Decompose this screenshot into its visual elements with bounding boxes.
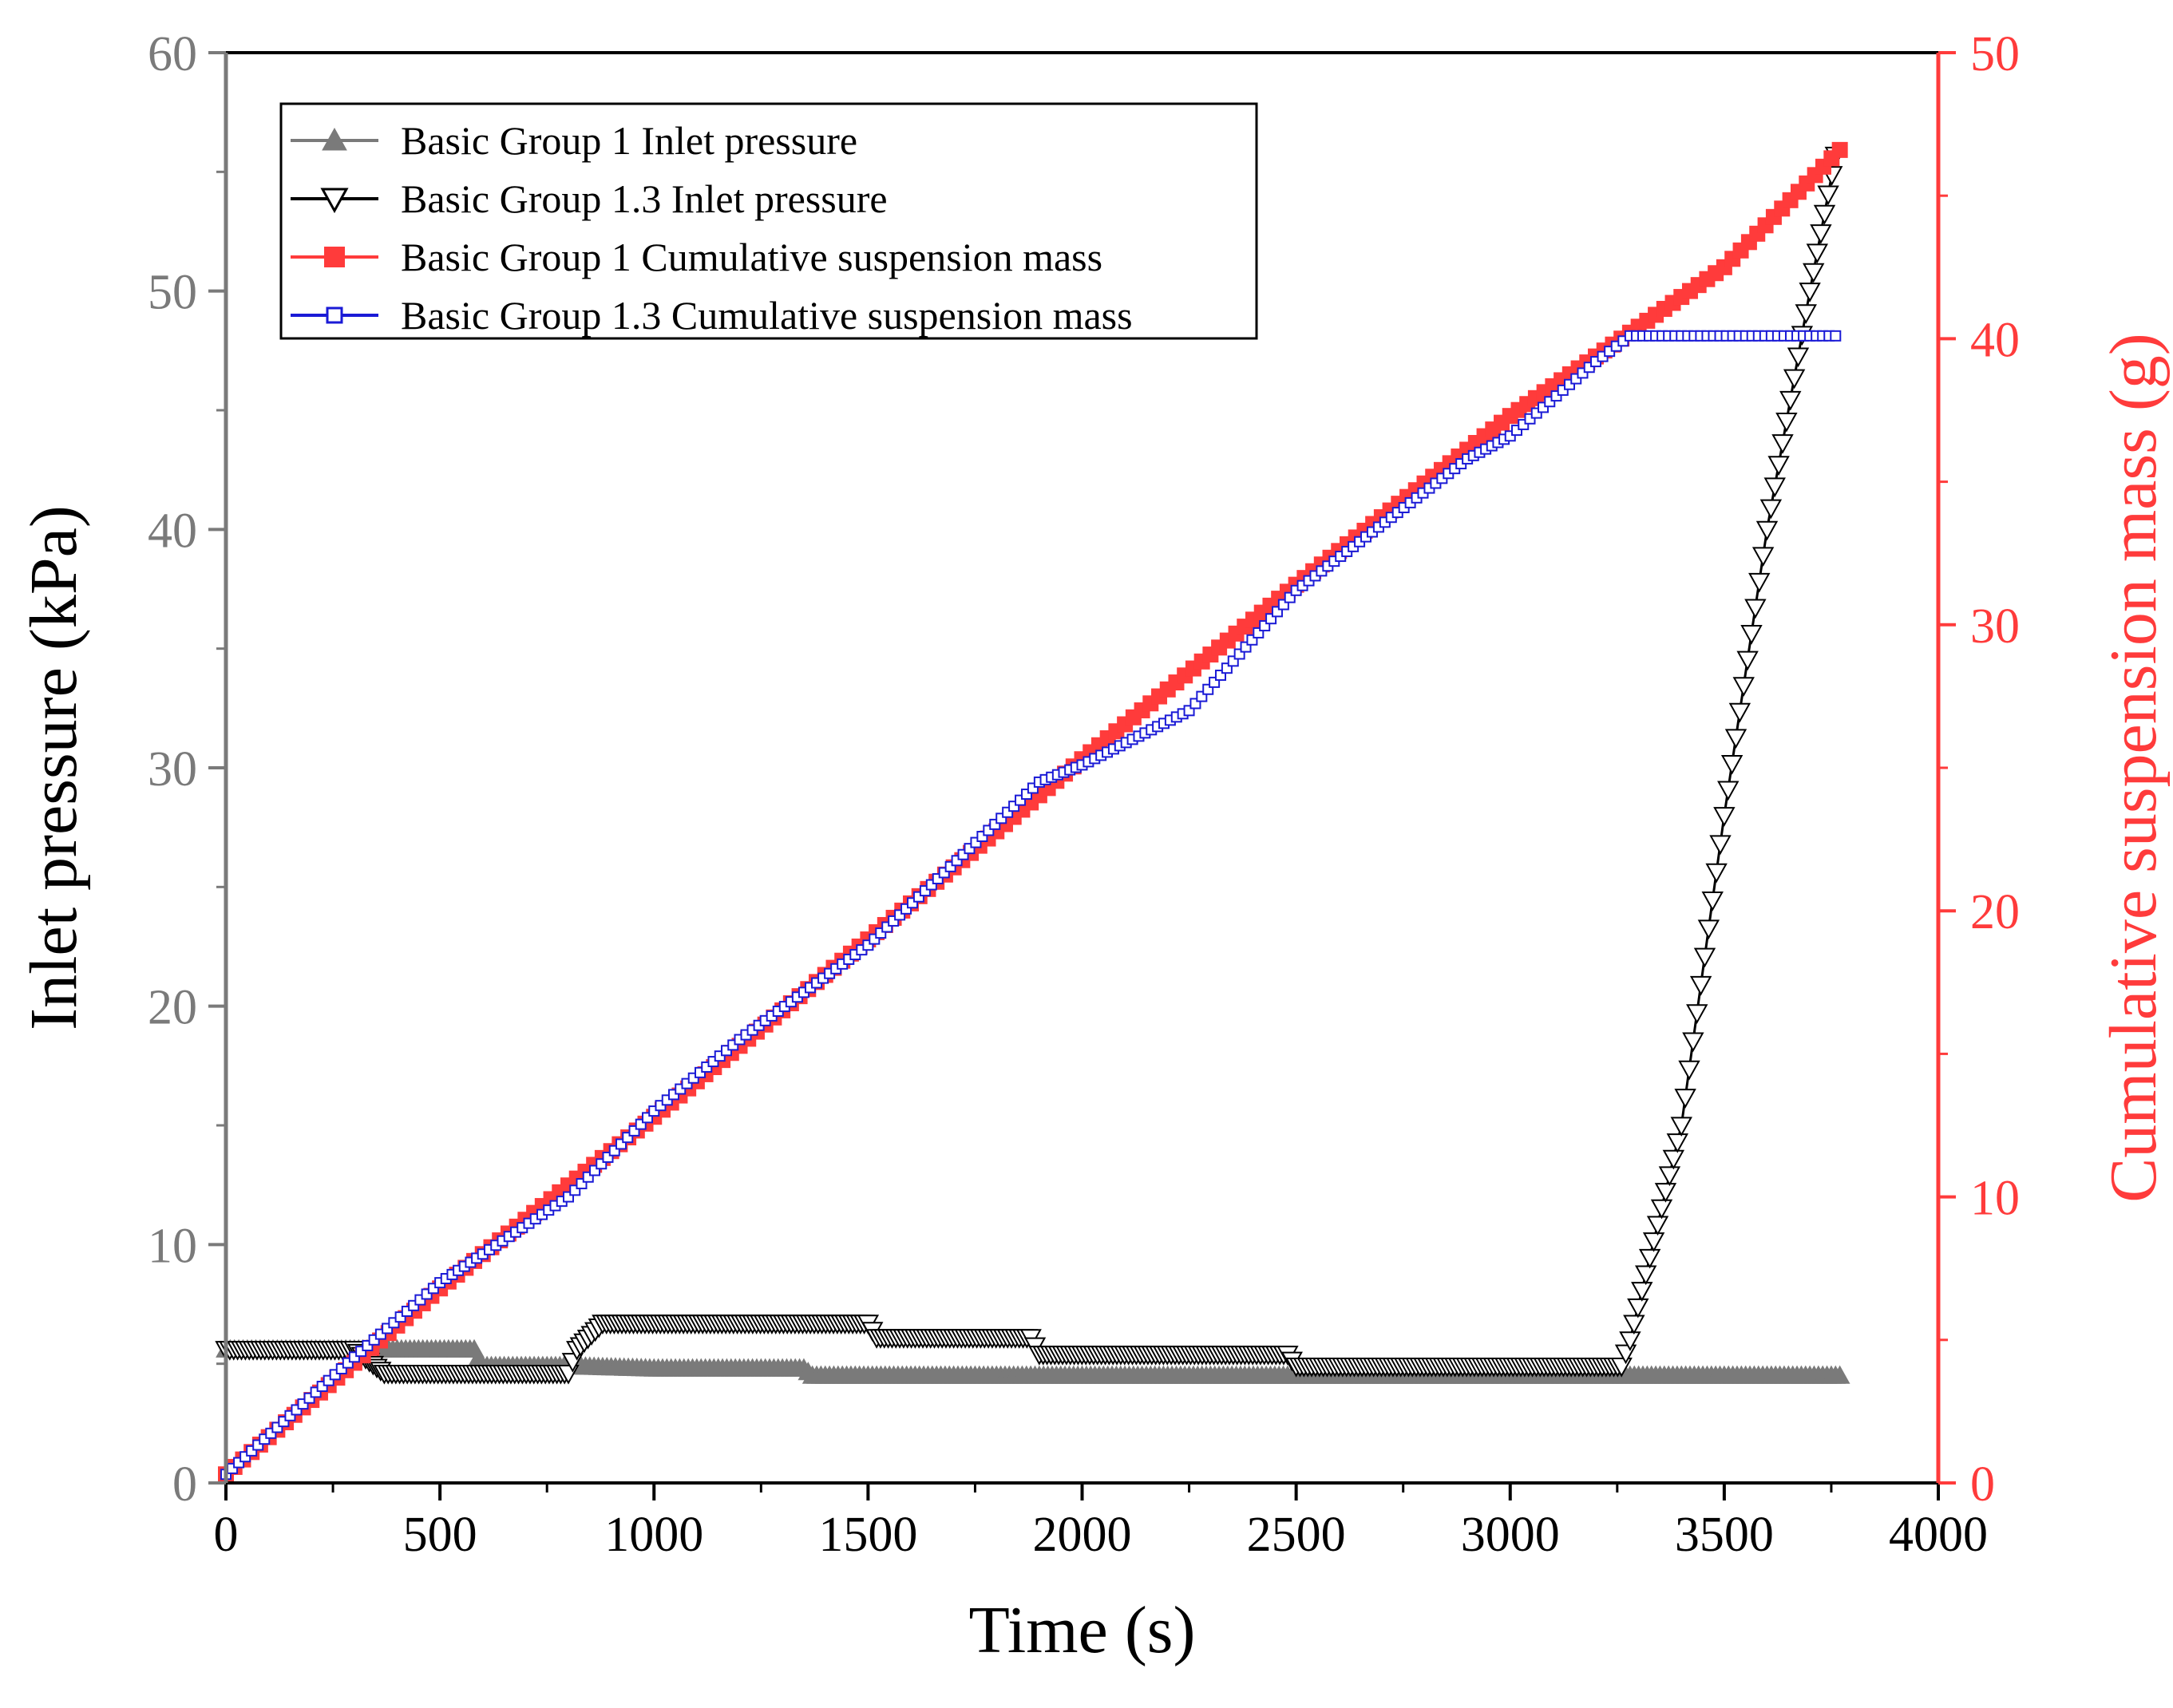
pressure-g13-marker xyxy=(1638,1248,1661,1269)
pressure-g13-series xyxy=(215,146,1846,1385)
y-right-tick-label: 50 xyxy=(1970,27,2020,81)
pressure-g13-marker xyxy=(1717,781,1740,801)
pressure-g13-marker xyxy=(1666,1133,1688,1153)
mass-g1-series xyxy=(218,141,1848,1483)
pressure-g13-marker xyxy=(1682,1032,1704,1053)
legend-label-mass-g13: Basic Group 1.3 Cumulative suspension ma… xyxy=(401,293,1133,338)
mass-g13-marker xyxy=(1830,330,1842,342)
x-tick-label: 1500 xyxy=(818,1508,917,1562)
y-right-tick-label: 40 xyxy=(1970,313,2020,367)
pressure-g13-marker xyxy=(1646,1216,1669,1236)
pressure-g13-marker xyxy=(1795,304,1817,324)
mass-g1-marker xyxy=(1831,141,1848,158)
x-tick-label: 0 xyxy=(214,1508,239,1562)
y-left-tick-label: 60 xyxy=(148,27,197,81)
pressure-g13-marker xyxy=(1767,456,1790,476)
pressure-g13-marker xyxy=(1709,835,1732,856)
pressure-g13-marker xyxy=(1635,1265,1657,1286)
pressure-g13-marker xyxy=(1813,204,1836,225)
pressure-g13-marker xyxy=(1678,1060,1700,1081)
y-right-tick-label: 10 xyxy=(1970,1172,2020,1226)
pressure-g13-marker xyxy=(1799,283,1821,302)
pressure-g13-marker xyxy=(1627,1298,1649,1319)
pressure-g13-marker xyxy=(1806,243,1829,264)
legend-label-mass-g1: Basic Group 1 Cumulative suspension mass xyxy=(401,235,1102,279)
legend-label-pressure-g13: Basic Group 1.3 Inlet pressure xyxy=(401,176,888,221)
legend-marker-pressure-g13 xyxy=(320,188,349,214)
pressure-g13-marker xyxy=(1674,1089,1696,1109)
y-left-tick-label: 30 xyxy=(148,742,197,797)
x-axis-title: Time (s) xyxy=(969,1593,1196,1667)
x-tick-label: 1000 xyxy=(604,1508,703,1562)
pressure-g13-marker xyxy=(1658,1166,1681,1187)
mass-g13-line xyxy=(224,334,1836,1476)
pressure-g13-marker xyxy=(1763,477,1786,498)
legend-items: Basic Group 1 Inlet pressure Basic Group … xyxy=(291,118,1133,338)
y-left-tick-label: 20 xyxy=(148,981,197,1035)
pressure-g13-marker xyxy=(1810,224,1832,244)
y-left-axis-title: Inlet pressure (kPa) xyxy=(17,505,91,1030)
pressure-g13-marker xyxy=(1642,1232,1665,1252)
pressure-g13-marker xyxy=(1732,677,1755,697)
pressure-g13-marker xyxy=(1701,892,1724,911)
x-tick-label: 3000 xyxy=(1461,1508,1560,1562)
pressure-g13-marker xyxy=(1697,919,1720,939)
pressure-g13-marker xyxy=(1751,547,1775,567)
pressure-g13-marker xyxy=(1619,1331,1641,1351)
y-right-axis-title: Cumulative suspension mass (g) xyxy=(2096,333,2171,1203)
pressure-g13-marker xyxy=(1755,520,1779,541)
y-left-tick-label: 0 xyxy=(172,1457,197,1512)
pressure-g13-marker xyxy=(1705,863,1728,884)
pressure-g13-marker xyxy=(1650,1199,1673,1220)
pressure-g13-marker xyxy=(1686,1004,1708,1024)
pressure-g13-marker xyxy=(1817,185,1839,206)
x-tick-label: 4000 xyxy=(1889,1508,1988,1562)
x-tick-label: 2500 xyxy=(1247,1508,1346,1562)
pressure-g13-marker xyxy=(1771,434,1794,454)
legend-box xyxy=(279,102,1258,340)
pressure-g13-marker xyxy=(1779,390,1802,411)
y-left-tick-label: 50 xyxy=(148,266,197,320)
y-right-tick-label: 20 xyxy=(1970,885,2020,939)
pressure-g13-marker xyxy=(1631,1282,1653,1302)
pressure-g13-marker xyxy=(1623,1315,1645,1335)
y-left-tick-label: 40 xyxy=(148,504,197,558)
pressure-g13-marker xyxy=(1689,975,1712,996)
x-tick-label: 500 xyxy=(403,1508,477,1562)
legend-marker-mass-g13 xyxy=(326,306,343,324)
x-tick-label: 3500 xyxy=(1675,1508,1774,1562)
pressure-g13-marker xyxy=(1713,807,1736,827)
pressure-g13-marker xyxy=(1759,499,1783,520)
y-right-tick-label: 30 xyxy=(1970,599,2020,654)
pressure-g13-marker xyxy=(1787,347,1810,368)
x-tick-label: 2000 xyxy=(1033,1508,1132,1562)
legend-label-pressure-g1: Basic Group 1 Inlet pressure xyxy=(401,118,857,163)
ticks-layer: 0 500 1000 1500 2000 2500 3000 3500 400001020304… xyxy=(148,27,2020,1562)
legend: Basic Group 1 Inlet pressure Basic Group … xyxy=(279,102,1258,340)
legend-marker-mass-g1 xyxy=(324,247,345,267)
pressure-g13-marker xyxy=(1736,650,1759,671)
pressure-g13-marker xyxy=(1744,599,1767,619)
pressure-g13-marker xyxy=(1803,263,1825,283)
pressure-g13-marker xyxy=(1670,1117,1692,1137)
legend-marker-pressure-g1 xyxy=(322,127,347,151)
pressure-g13-marker xyxy=(1748,572,1771,593)
pressure-g13-marker xyxy=(1720,754,1744,775)
pressure-g1-marker xyxy=(1829,1365,1850,1384)
y-right-tick-label: 0 xyxy=(1970,1457,1995,1512)
pressure-g13-marker xyxy=(1783,369,1806,389)
series-layer xyxy=(215,141,1850,1483)
pressure-g13-marker xyxy=(1654,1183,1677,1203)
pressure-g13-marker xyxy=(1728,702,1751,723)
pressure-g13-marker xyxy=(1740,625,1763,645)
pressure-g13-marker xyxy=(1662,1149,1685,1170)
y-left-tick-label: 10 xyxy=(148,1219,197,1273)
pressure-g13-marker xyxy=(1693,947,1716,968)
pressure-g13-marker xyxy=(1775,412,1798,433)
mass-g13-series xyxy=(220,330,1842,1481)
pressure-g13-marker xyxy=(1724,729,1748,749)
